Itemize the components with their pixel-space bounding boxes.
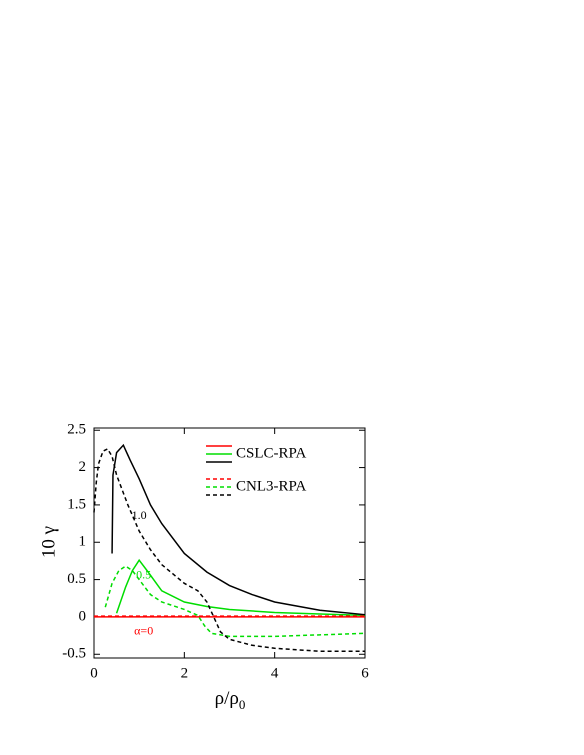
- series-line: [104, 565, 366, 638]
- y-tick-label: 0.5: [67, 571, 86, 587]
- series-line: [115, 558, 366, 617]
- curve-label: 1.0: [132, 508, 147, 522]
- y-tick-label: 1: [79, 534, 87, 550]
- x-axis-label-sub: 0: [239, 697, 246, 712]
- x-tick-label: 6: [361, 665, 369, 681]
- x-axis-label-main: ρ/ρ: [215, 688, 239, 709]
- plot-frame: [93, 427, 366, 659]
- curve-label: 0.5: [136, 568, 151, 582]
- y-tick-label: -0.5: [62, 646, 86, 662]
- x-tick-label: 2: [181, 665, 189, 681]
- x-axis-label: ρ/ρ0: [215, 688, 246, 712]
- y-axis-label: 10 γ: [38, 526, 59, 558]
- y-tick-label: 0: [79, 608, 87, 624]
- series-line: [93, 447, 365, 653]
- legend-label: CSLC-RPA: [236, 445, 306, 461]
- y-tick-label: 2: [79, 459, 87, 475]
- legend-label: CNL3-RPA: [236, 478, 306, 494]
- y-tick-label: 1.5: [67, 496, 86, 512]
- curve-label: α=0: [134, 624, 153, 638]
- x-tick-label: 0: [90, 665, 98, 681]
- y-tick-label: 2.5: [67, 422, 86, 438]
- x-tick-label: 4: [271, 665, 279, 681]
- series-line: [111, 443, 366, 616]
